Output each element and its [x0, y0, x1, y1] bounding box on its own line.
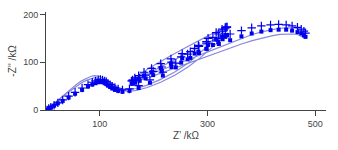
svg-text:-Z’’ /kΩ: -Z’’ /kΩ: [7, 45, 18, 77]
svg-text:Z’ /kΩ: Z’ /kΩ: [173, 130, 200, 141]
svg-text:300: 300: [200, 119, 215, 129]
svg-text:100: 100: [23, 57, 38, 67]
svg-text:100: 100: [92, 119, 107, 129]
svg-text:500: 500: [308, 119, 323, 129]
svg-text:0: 0: [33, 105, 38, 115]
svg-text:200: 200: [23, 10, 38, 20]
